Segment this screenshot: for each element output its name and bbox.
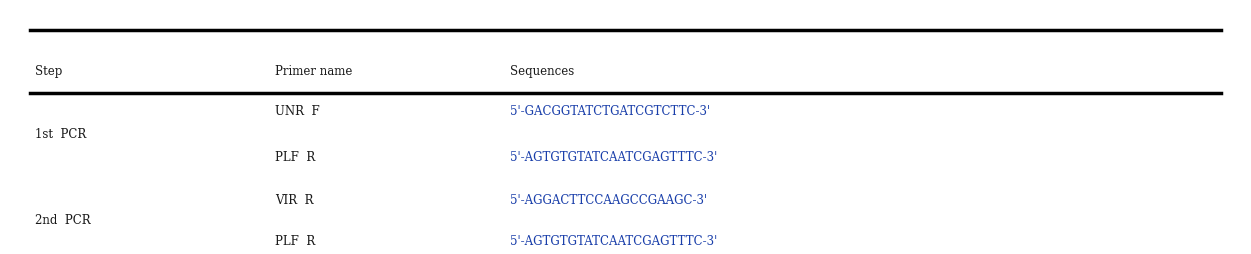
Text: VIR  R: VIR R [275,194,314,207]
Text: 5'-AGTGTGTATCAATCGAGTTTC-3': 5'-AGTGTGTATCAATCGAGTTTC-3' [510,151,717,164]
Text: 5'-AGGACTTCCAAGCCGAAGC-3': 5'-AGGACTTCCAAGCCGAAGC-3' [510,194,707,207]
Text: 5'-AGTGTGTATCAATCGAGTTTC-3': 5'-AGTGTGTATCAATCGAGTTTC-3' [510,235,717,248]
Text: 1st  PCR: 1st PCR [35,128,86,141]
Text: Sequences: Sequences [510,65,574,78]
Text: 2nd  PCR: 2nd PCR [35,214,90,228]
Text: Step: Step [35,65,63,78]
Text: 5'-GACGGTATCTGATCGTCTTC-3': 5'-GACGGTATCTGATCGTCTTC-3' [510,105,711,118]
Text: PLF  R: PLF R [275,235,315,248]
Text: PLF  R: PLF R [275,151,315,164]
Text: Primer name: Primer name [275,65,353,78]
Text: UNR  F: UNR F [275,105,320,118]
